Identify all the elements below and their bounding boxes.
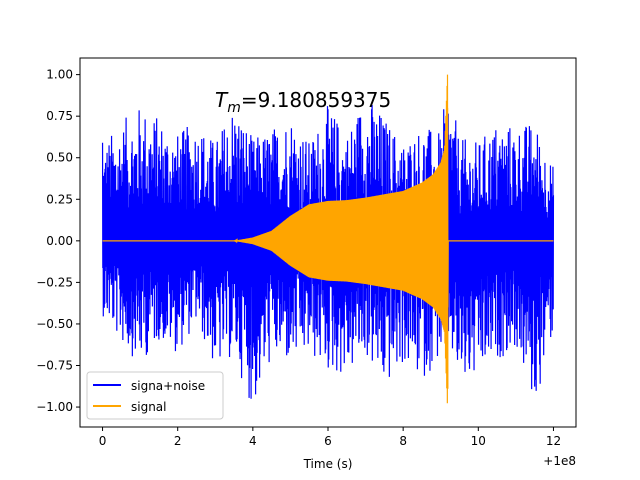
- legend-label-signa-noise: signa+noise: [131, 379, 205, 393]
- x-tick-label: 0: [99, 434, 107, 448]
- x-tick-label: 12: [546, 434, 561, 448]
- y-tick-label: −0.75: [36, 359, 73, 373]
- y-tick-label: −1.00: [36, 400, 73, 414]
- x-tick-label: 2: [174, 434, 182, 448]
- legend-label-signal: signal: [131, 400, 167, 414]
- x-tick-label: 10: [471, 434, 486, 448]
- series-line-signa-noise: [101, 105, 555, 399]
- axis-offset-text: +1e8: [543, 454, 576, 468]
- y-axis: −1.00 −0.75 −0.50 −0.25 0.00 0.25 0.50 0.75 1.00: [36, 68, 80, 414]
- legend: signa+noise signal: [86, 371, 224, 420]
- y-tick-label: −0.50: [36, 317, 73, 331]
- x-axis-label: Time (s): [303, 457, 353, 471]
- x-tick-label: 8: [399, 434, 407, 448]
- y-tick-label: 0.25: [46, 192, 73, 206]
- y-tick-label: 0.00: [46, 234, 73, 248]
- series-line-signal: [102, 74, 554, 404]
- y-tick-label: 0.75: [46, 109, 73, 123]
- series-layer: [101, 74, 555, 404]
- x-axis: 0 2 4 6 8 10 12: [99, 427, 561, 448]
- legend-box: [86, 371, 224, 420]
- x-tick-label: 4: [249, 434, 257, 448]
- x-tick-label: 6: [324, 434, 332, 448]
- y-tick-label: 1.00: [46, 68, 73, 82]
- y-tick-label: 0.50: [46, 151, 73, 165]
- y-tick-label: −0.25: [36, 275, 73, 289]
- chart-annotation: Tm=9.180859375: [215, 88, 391, 116]
